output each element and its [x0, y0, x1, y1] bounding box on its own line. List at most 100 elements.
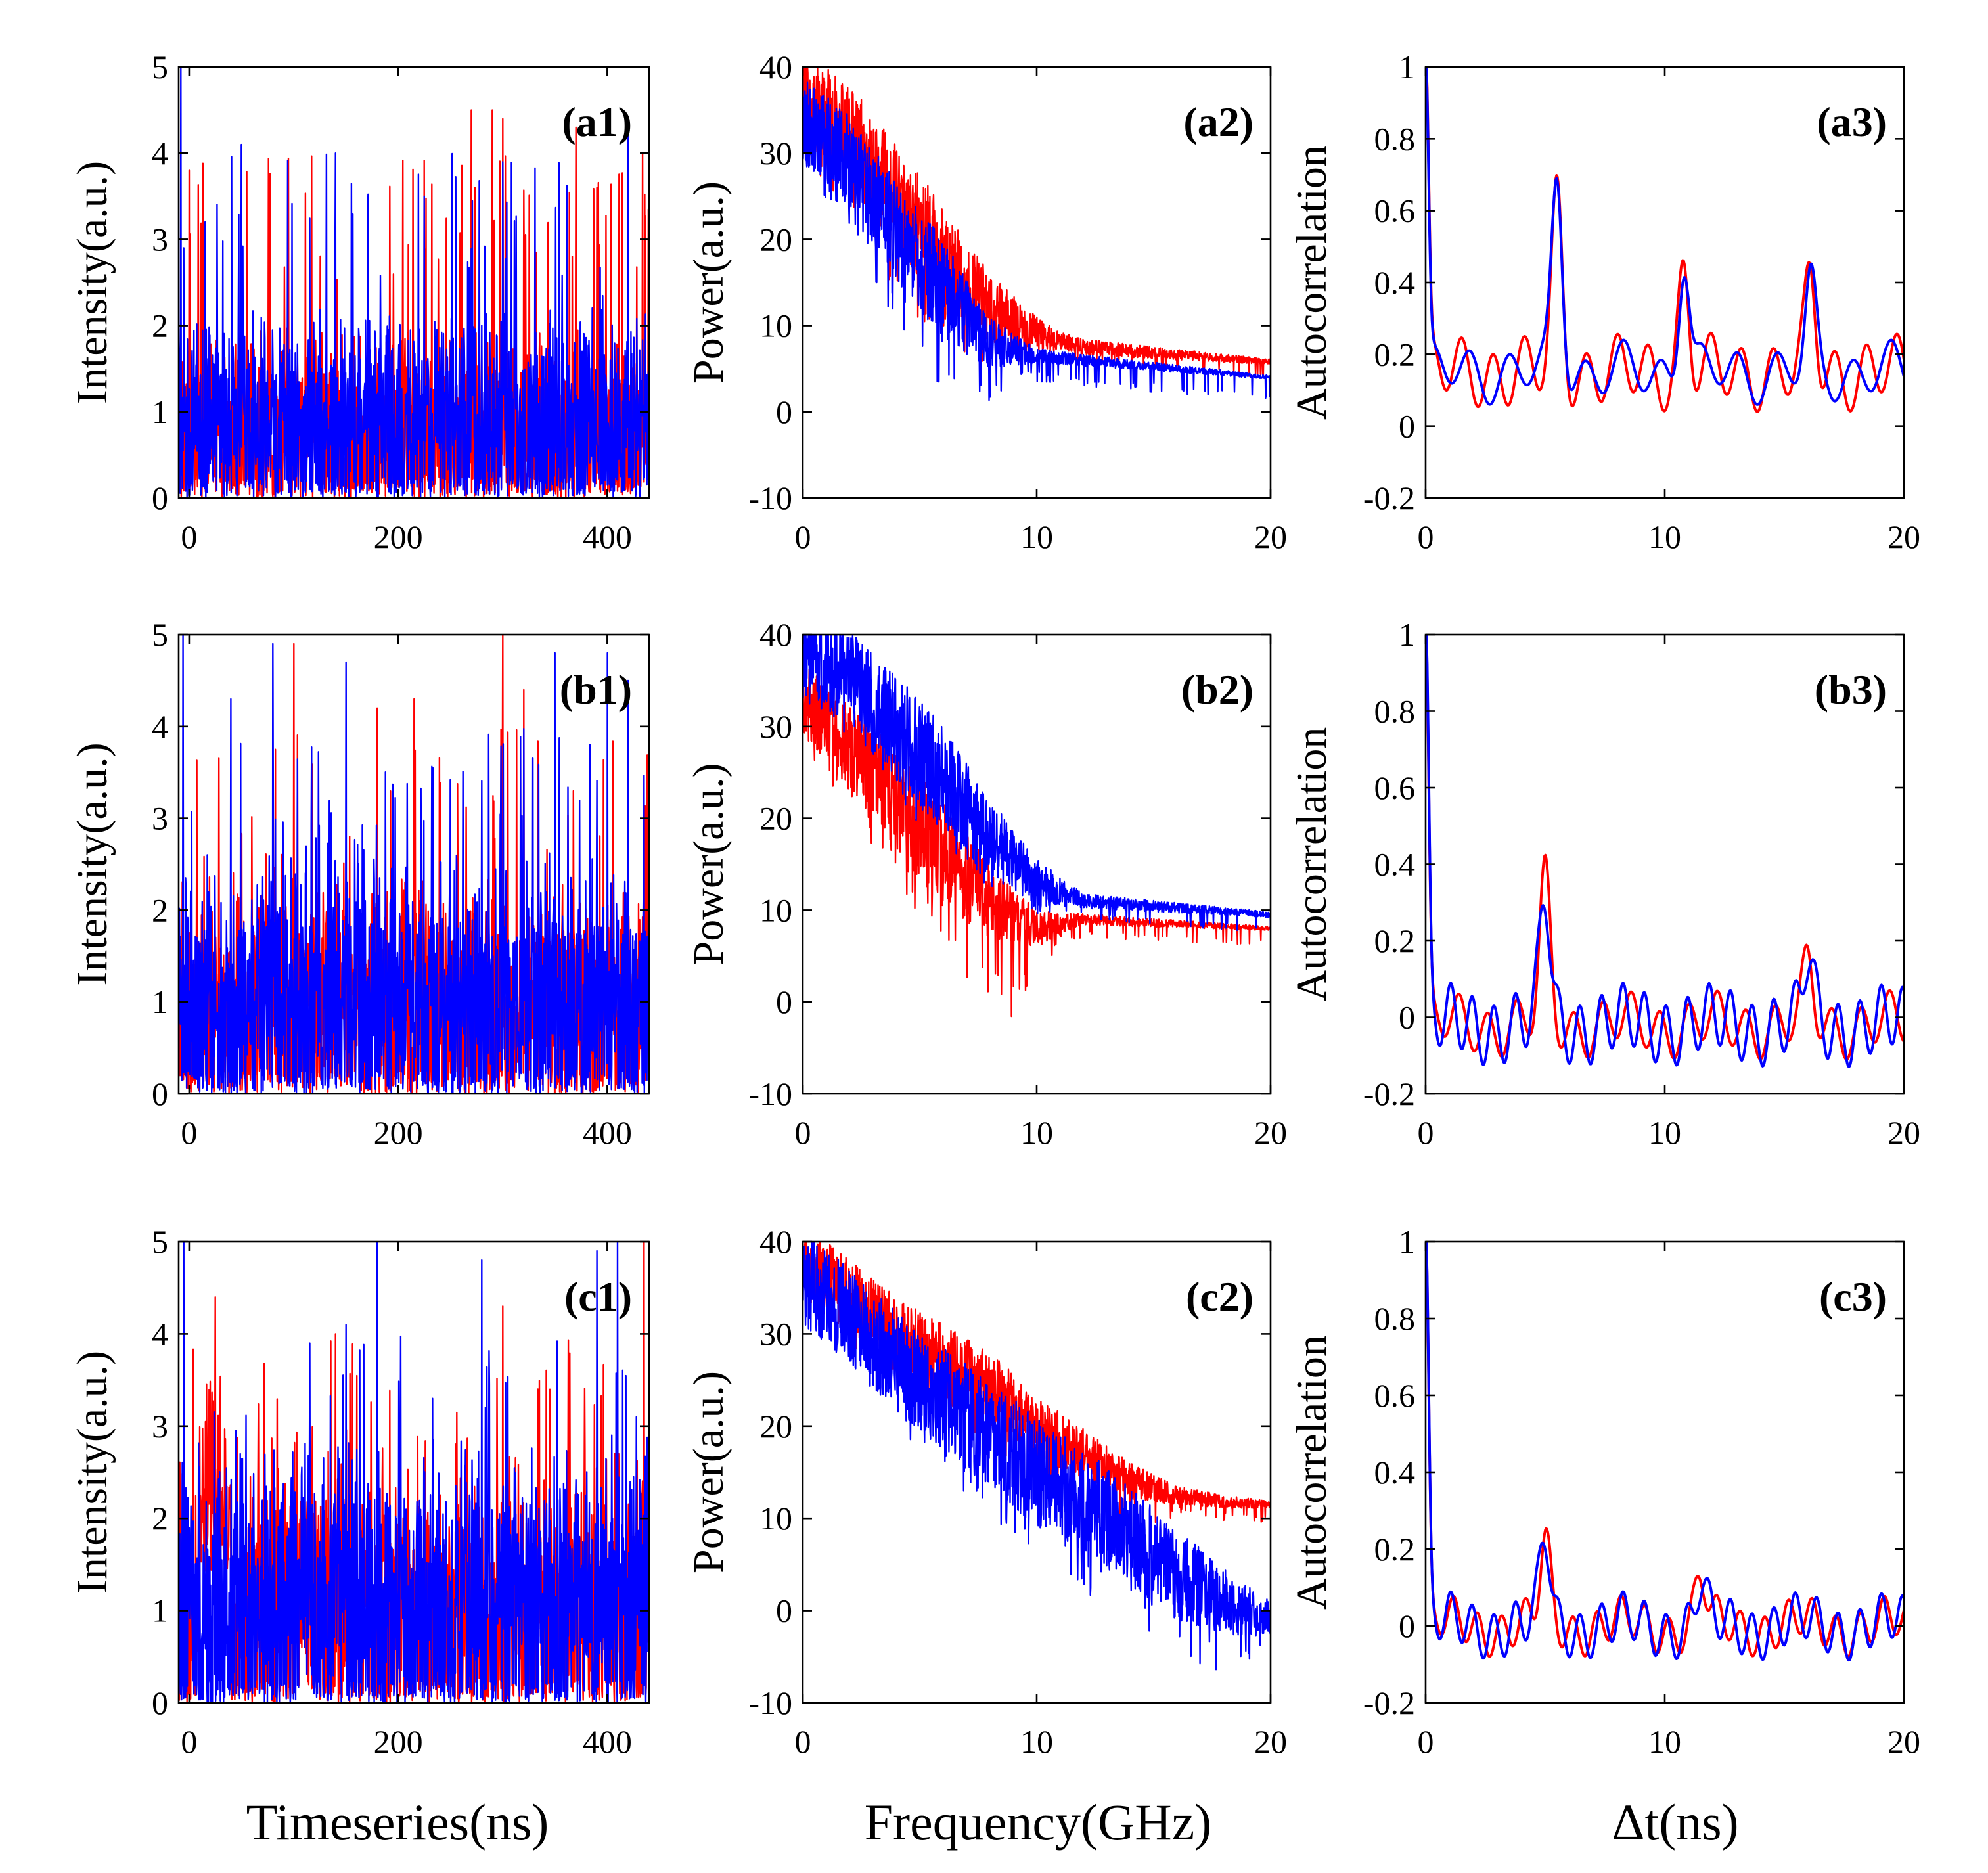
y-tick-label-a3-2: 0.2 — [1374, 336, 1416, 372]
y-tick-label-a1-4: 4 — [152, 135, 168, 171]
y-tick-label-c1-0: 0 — [152, 1684, 168, 1721]
y-tick-label-a2-5: 40 — [759, 49, 792, 85]
y-tick-label-b3-1: 0 — [1399, 999, 1415, 1036]
x-tick-label-c3-2: 20 — [1887, 1723, 1920, 1760]
y-tick-label-b2-1: 0 — [776, 983, 792, 1020]
y-tick-label-a2-3: 20 — [759, 221, 792, 258]
panel-a1: 0 200 400 0 1 2 3 4 5 Intensity(a.u.) (a1) — [68, 49, 650, 555]
x-tick-label-c1-0: 0 — [181, 1723, 197, 1760]
x-tick-label-a1-1: 200 — [374, 518, 423, 555]
plot-area-b3 — [1426, 635, 1904, 1068]
panel-label-a3: (a3) — [1817, 99, 1887, 145]
series-line-a3-red — [1426, 67, 1904, 413]
y-tick-label-a3-5: 0.8 — [1374, 120, 1416, 157]
series-line-b2-red — [803, 668, 1271, 1018]
y-tick-label-c3-2: 0.2 — [1374, 1531, 1416, 1568]
y-axis-label-b3: Autocorrelation — [1288, 727, 1336, 1002]
panel-b1: 0 200 400 0 1 2 3 4 5 Intensity(a.u.) (b1) — [68, 616, 650, 1151]
plot-area-a1 — [179, 67, 649, 498]
plot-area-c2 — [803, 1242, 1271, 1671]
y-tick-label-c3-5: 0.8 — [1374, 1300, 1416, 1337]
panel-label-a2: (a2) — [1183, 99, 1254, 145]
y-tick-label-b3-2: 0.2 — [1374, 922, 1416, 959]
y-tick-label-c2-5: 40 — [759, 1223, 792, 1260]
x-axis-label-frequency: Frequency(GHz) — [865, 1794, 1211, 1851]
x-tick-label-a1-2: 400 — [583, 518, 632, 555]
x-tick-label-c1-2: 400 — [583, 1723, 632, 1760]
series-line-b2-blue — [803, 635, 1271, 932]
y-tick-label-b1-1: 1 — [152, 983, 168, 1020]
series-line-a3-blue — [1426, 67, 1904, 406]
x-tick-label-c3-1: 10 — [1648, 1723, 1681, 1760]
panel-b3: 0 10 20-0.200.20.40.60.81Autocorrelation(b… — [1288, 616, 1920, 1151]
y-axis-label-c1: Intensity(a.u.) — [68, 1351, 116, 1594]
plot-area-b1 — [179, 635, 649, 1094]
panel-label-b3: (b3) — [1815, 666, 1887, 713]
x-tick-label-a3-2: 20 — [1887, 518, 1920, 555]
y-tick-label-a1-1: 1 — [152, 394, 168, 430]
y-tick-label-a3-0: -0.2 — [1363, 480, 1415, 516]
plot-area-c1 — [179, 1242, 649, 1703]
y-tick-label-b3-6: 1 — [1399, 616, 1415, 653]
y-tick-label-c2-3: 20 — [759, 1408, 792, 1445]
y-tick-label-c1-2: 2 — [152, 1500, 168, 1537]
y-tick-label-b3-3: 0.4 — [1374, 846, 1416, 883]
x-tick-label-a2-1: 10 — [1020, 518, 1053, 555]
axes-frame-a1 — [177, 66, 650, 499]
x-tick-label-a1-0: 0 — [181, 518, 197, 555]
panel-label-c3: (c3) — [1819, 1273, 1887, 1320]
y-tick-label-c1-3: 3 — [152, 1408, 168, 1445]
y-tick-label-c3-3: 0.4 — [1374, 1454, 1416, 1491]
y-tick-label-b3-5: 0.8 — [1374, 693, 1416, 730]
y-tick-label-a1-2: 2 — [152, 307, 168, 344]
panel-c3: 0 10 20-0.200.20.40.60.81Autocorrelation(c… — [1288, 1223, 1920, 1760]
x-tick-label-b1-0: 0 — [181, 1114, 197, 1151]
y-tick-label-b1-2: 2 — [152, 891, 168, 928]
series-line-b1-blue — [179, 635, 649, 1094]
series-line-b3-blue — [1426, 635, 1904, 1068]
series-line-c2-blue — [803, 1242, 1271, 1671]
x-axis-label-time: Timeseries(ns) — [246, 1794, 549, 1851]
y-tick-label-c1-4: 4 — [152, 1315, 168, 1352]
y-tick-label-a3-3: 0.4 — [1374, 264, 1416, 301]
x-tick-label-b1-1: 200 — [374, 1114, 423, 1151]
x-tick-label-c1-1: 200 — [374, 1723, 423, 1760]
y-tick-label-a2-0: -10 — [748, 480, 792, 516]
y-axis-label-a1: Intensity(a.u.) — [68, 161, 116, 404]
x-tick-label-a3-0: 0 — [1418, 518, 1434, 555]
plot-area-a3 — [1426, 67, 1904, 413]
y-tick-label-b2-0: -10 — [748, 1075, 792, 1112]
panel-a3: 0 10 20-0.200.20.40.60.81Autocorrelation(a… — [1288, 49, 1920, 555]
x-tick-label-a2-2: 20 — [1254, 518, 1287, 555]
panel-label-b2: (b2) — [1181, 666, 1254, 713]
plot-area-c3 — [1426, 1242, 1904, 1662]
y-tick-label-c2-4: 30 — [759, 1315, 792, 1352]
y-axis-label-c3: Autocorrelation — [1288, 1335, 1336, 1610]
panel-label-a1: (a1) — [562, 99, 632, 145]
series-line-a2-blue — [803, 79, 1271, 401]
y-tick-label-b2-4: 30 — [759, 708, 792, 745]
y-tick-label-b2-3: 20 — [759, 800, 792, 837]
series-line-c1-blue — [179, 1242, 649, 1703]
y-tick-label-b3-4: 0.6 — [1374, 769, 1416, 806]
y-tick-label-c2-0: -10 — [748, 1684, 792, 1721]
x-tick-label-c2-2: 20 — [1254, 1723, 1287, 1760]
y-tick-label-b3-0: -0.2 — [1363, 1075, 1415, 1112]
x-tick-label-a3-1: 10 — [1648, 518, 1681, 555]
y-tick-label-a2-2: 10 — [759, 307, 792, 344]
y-tick-label-b1-0: 0 — [152, 1075, 168, 1112]
y-axis-label-b2: Power(a.u.) — [685, 763, 733, 966]
plot-area-a2 — [803, 67, 1271, 401]
y-tick-label-b1-5: 5 — [152, 616, 168, 653]
axes-frame-b1 — [177, 633, 650, 1095]
x-tick-label-b3-1: 10 — [1648, 1114, 1681, 1151]
y-axis-label-c2: Power(a.u.) — [685, 1371, 733, 1573]
y-tick-label-c3-0: -0.2 — [1363, 1684, 1415, 1721]
y-tick-label-c2-1: 0 — [776, 1592, 792, 1629]
y-tick-label-a2-4: 30 — [759, 135, 792, 171]
x-tick-label-b3-0: 0 — [1418, 1114, 1434, 1151]
